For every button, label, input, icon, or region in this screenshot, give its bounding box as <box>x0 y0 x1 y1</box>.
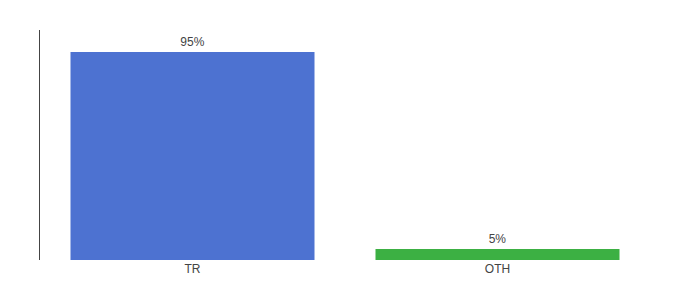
svg-text:OTH: OTH <box>485 262 510 276</box>
svg-text:95%: 95% <box>180 35 204 49</box>
svg-text:TR: TR <box>185 262 201 276</box>
svg-text:5%: 5% <box>489 232 507 246</box>
